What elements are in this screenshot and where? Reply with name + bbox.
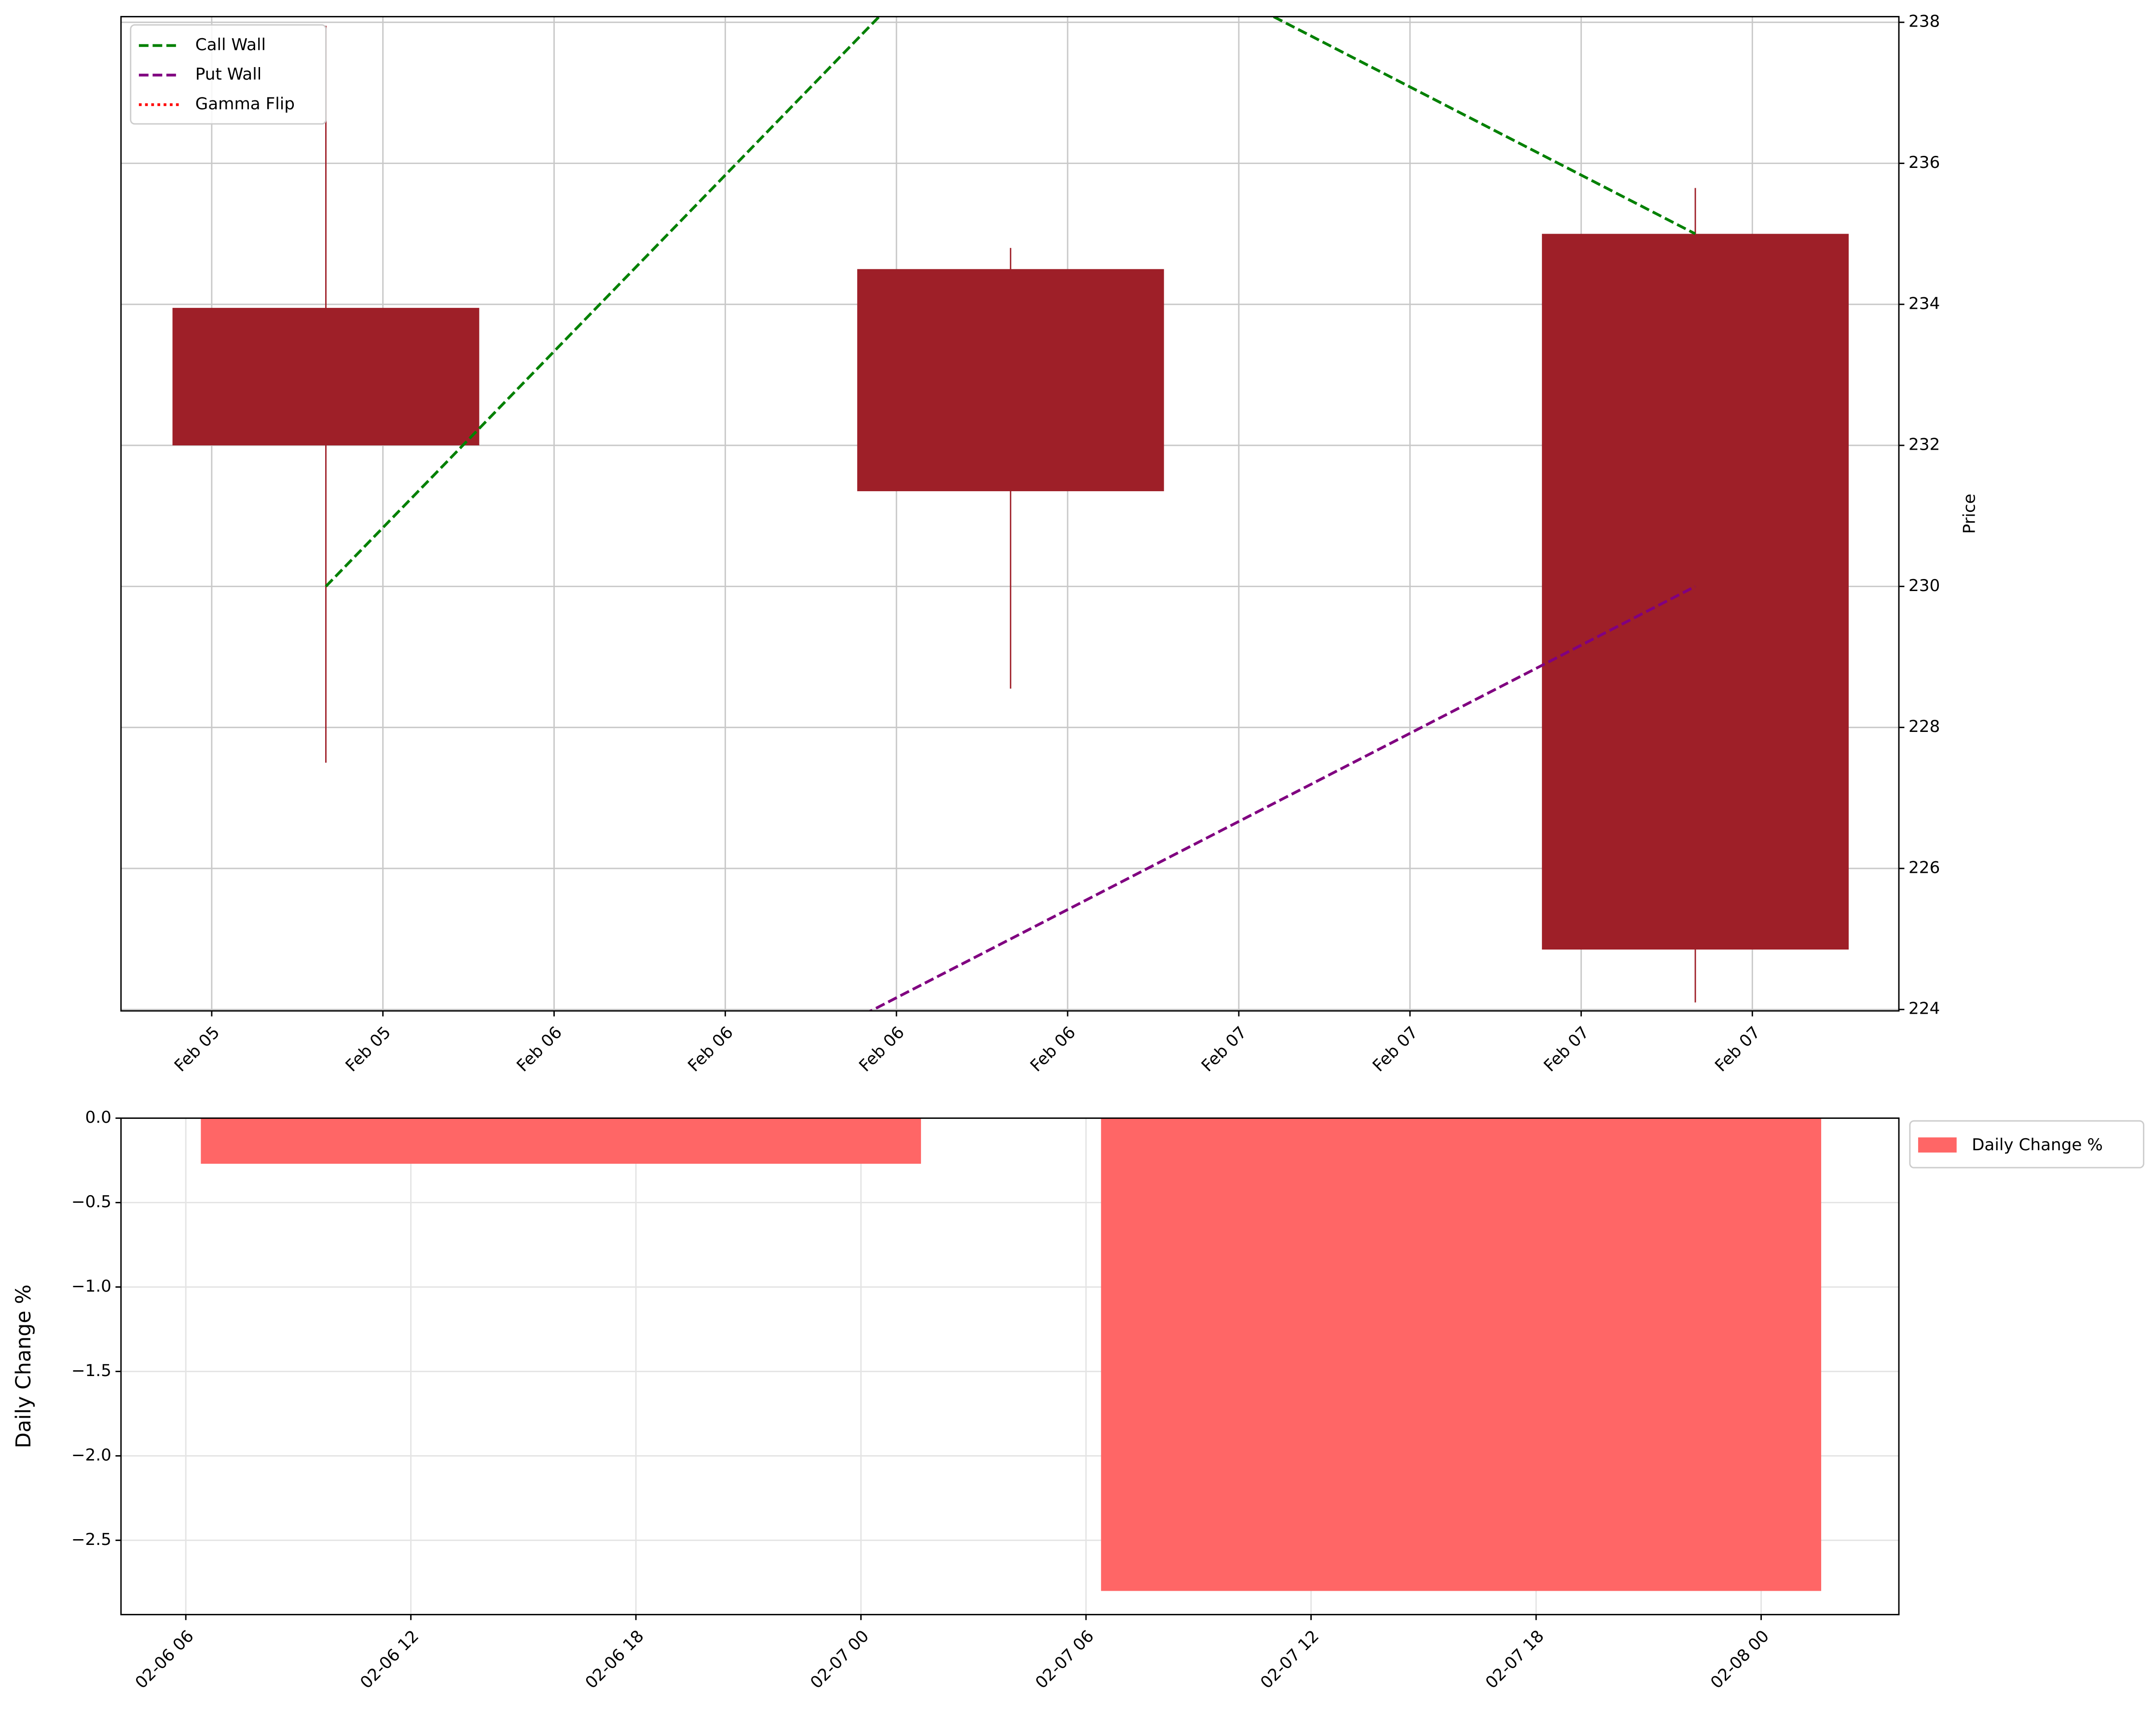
candle-body [172,308,480,446]
legend-label: Gamma Flip [195,94,295,113]
x-tick-label: 02-06 12 [357,1626,423,1693]
y-tick-label: 228 [1909,717,1940,736]
y-tick-label: 230 [1909,576,1940,595]
y-tick-label: −2.5 [71,1530,111,1549]
legend-label: Call Wall [195,35,266,55]
x-tick-label: Feb 05 [342,1023,395,1076]
x-tick-label: 02-07 00 [807,1626,873,1693]
candle-body [1542,234,1849,950]
y-tick-label: 226 [1909,858,1940,877]
bar [201,1118,921,1164]
y-tick-label: −1.0 [71,1277,111,1296]
x-tick-label: Feb 07 [1198,1023,1251,1076]
axes-frame [120,1117,1900,1615]
candle-body [857,269,1164,492]
y-tick-label: −2.0 [71,1446,111,1465]
change-panel: 02-06 06 02-06 12 02-06 18 02-07 00 02-07 06… [12,1108,2144,1693]
y-tick-label: −1.5 [71,1361,111,1380]
legend-swatch [1918,1137,1957,1153]
y-tick-label: −0.5 [71,1192,111,1212]
x-tick-label: 02-07 18 [1482,1626,1548,1693]
legend-box [1909,1120,2144,1169]
y-tick-label: 0.0 [85,1108,111,1127]
axes-frame [120,16,1900,1012]
x-tick-label: Feb 06 [513,1023,566,1076]
y-tick-label: 236 [1909,153,1940,172]
plot-area [201,1118,1821,1591]
x-tick-label: 02-08 00 [1707,1626,1773,1693]
legend-label: Daily Change % [1972,1135,2103,1155]
x-tick-label: Feb 05 [171,1023,224,1076]
y-tick-label: 234 [1909,294,1940,313]
x-tick-label: Feb 07 [1711,1023,1764,1076]
x-tick-label: 02-07 12 [1257,1626,1323,1693]
x-tick-label: Feb 06 [1027,1023,1080,1076]
price-panel: Feb 05 Feb 05 Feb 06 Feb 06 Feb 06 Feb 06 Feb … [120,12,1979,1076]
x-tick-label: Feb 06 [855,1023,908,1076]
bar [1101,1118,1821,1591]
y-tick-label: 238 [1909,12,1940,31]
x-tick-label: 02-06 18 [582,1626,648,1693]
x-tick-label: Feb 07 [1369,1023,1422,1076]
y-tick-label: 232 [1909,435,1940,455]
legend-label: Put Wall [195,65,262,84]
level-line [868,585,1696,1011]
y-tick-label: 224 [1909,999,1940,1019]
y-axis-label: Price [1960,494,1979,534]
y-axis-label: Daily Change % [12,1284,36,1448]
x-tick-label: Feb 07 [1540,1023,1593,1076]
x-tick-label: 02-07 06 [1032,1626,1098,1693]
plot-area [172,16,1849,1011]
x-tick-label: Feb 06 [684,1023,737,1076]
legend-box [130,24,327,125]
x-tick-label: 02-06 06 [132,1626,198,1693]
